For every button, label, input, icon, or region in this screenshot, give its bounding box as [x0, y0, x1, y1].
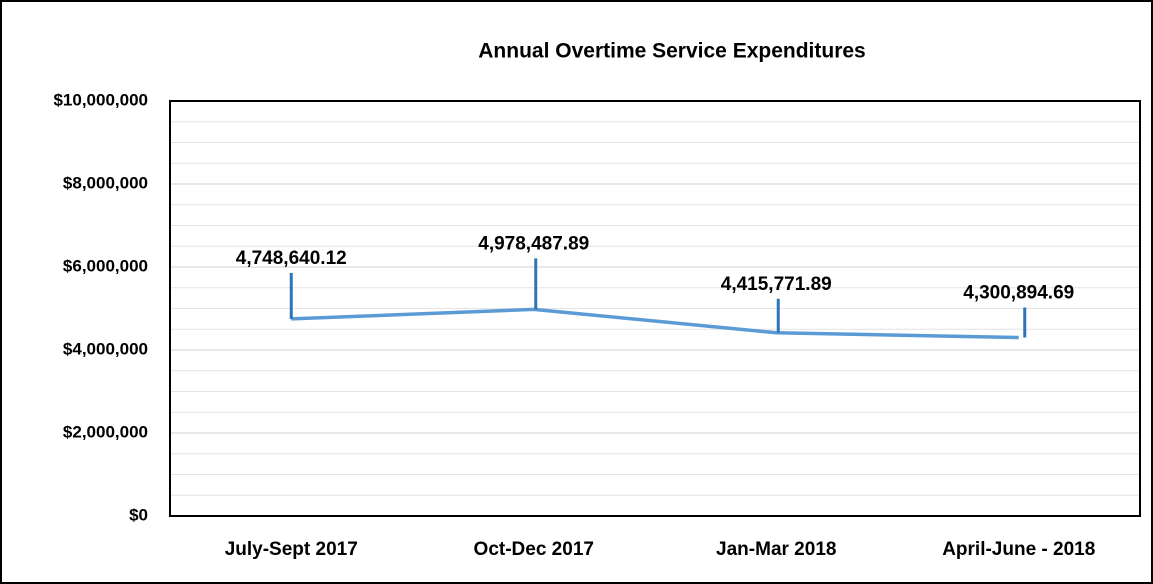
plot-area: [169, 100, 1141, 517]
y-tick-label: $4,000,000: [63, 339, 148, 358]
x-tick-label: Jan-Mar 2018: [716, 539, 836, 560]
x-tick-label: July-Sept 2017: [225, 539, 358, 560]
data-label: 4,978,487.89: [478, 233, 589, 254]
data-line: [291, 307, 1019, 340]
y-tick-label: $8,000,000: [63, 173, 148, 192]
y-tick-label: $10,000,000: [53, 90, 148, 109]
y-tick-label: $2,000,000: [63, 422, 148, 441]
x-tick-label: Oct-Dec 2017: [474, 539, 594, 560]
data-label: 4,748,640.12: [236, 248, 347, 269]
data-label: 4,415,771.89: [721, 274, 832, 295]
y-tick-label: $6,000,000: [63, 256, 148, 275]
data-label: 4,300,894.69: [963, 283, 1074, 304]
x-tick-label: April-June - 2018: [942, 539, 1095, 560]
chart-title: Annual Overtime Service Expenditures: [478, 40, 865, 63]
y-tick-label: $0: [129, 505, 148, 524]
